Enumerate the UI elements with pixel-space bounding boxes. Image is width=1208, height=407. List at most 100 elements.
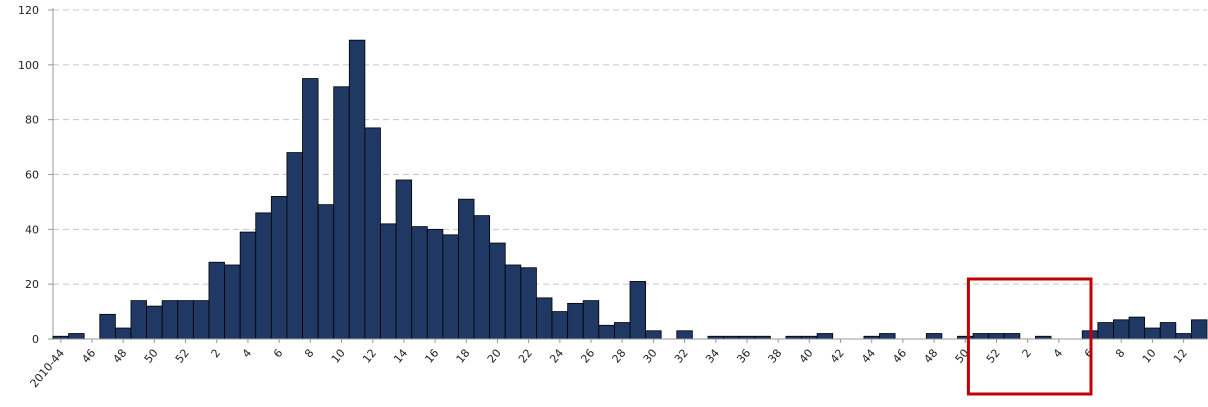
bar [551,311,569,340]
x-tick-label: 30 [641,347,660,366]
bar [988,333,1005,340]
x-tick-label: 6 [1082,347,1096,361]
x-tick-label: 2010-44 [28,347,68,391]
bar [380,223,397,340]
bar [1175,333,1192,340]
bar [629,281,646,340]
bar [114,327,132,340]
bar [536,297,553,340]
y-tick-label: 60 [25,169,39,182]
bar [816,333,834,340]
bar [458,198,475,340]
x-tick-label: 20 [485,347,504,366]
x-tick-label: 6 [271,347,285,361]
bar [68,333,85,340]
x-tick-label: 36 [734,347,753,366]
bar [1128,316,1146,340]
bar [598,324,615,340]
bar [1003,333,1021,340]
x-tick-label: 18 [454,347,473,366]
bar [1097,322,1114,340]
x-tick-label: 2 [209,347,223,361]
bar [1144,327,1161,340]
x-tick-label: 40 [797,347,816,366]
bar [1159,322,1177,340]
bar [317,204,335,340]
bar [879,333,896,340]
bar [333,86,350,340]
bar [582,300,600,340]
bar [972,333,990,340]
bar [161,300,179,340]
bar [395,179,413,340]
x-axis: 2010-44 46 48 50 52 2 4 6 8 10 12 14 16 18 20 22 24 26 28 3… [28,338,1207,391]
x-tick-label: 8 [1113,347,1127,361]
x-tick-label: 42 [828,347,847,366]
x-tick-label: 12 [360,347,379,366]
bar [348,39,366,340]
bar [567,302,584,340]
bar [676,330,693,340]
x-tick-label: 52 [173,347,192,366]
x-tick-label: 24 [547,347,566,366]
x-tick-label: 2 [1020,347,1034,361]
bar [426,228,444,340]
x-tick-label: 44 [859,347,878,366]
x-tick-label: 8 [302,347,316,361]
bar [1191,319,1208,340]
bar [645,330,662,340]
bar [146,305,163,340]
y-tick-label: 120 [18,4,39,17]
x-tick-label: 22 [516,347,535,366]
bar [270,196,288,340]
bar [442,234,459,340]
x-tick-label: 12 [1171,347,1190,366]
y-tick-label: 100 [18,59,39,72]
bar [1113,319,1130,340]
x-tick-label: 46 [79,347,98,366]
x-tick-label: 50 [142,347,161,366]
bar [255,212,272,340]
bar [130,300,147,340]
y-axis: 0 20 40 60 80 100 120 [18,4,54,346]
y-tick-label: 80 [25,114,39,127]
bar [364,127,381,340]
bar [489,242,506,340]
bar [286,152,303,340]
y-tick-label: 20 [25,278,39,291]
x-tick-label: 52 [984,347,1003,366]
bar [239,231,257,340]
x-tick-label: 28 [610,347,629,366]
x-tick-label: 4 [1051,347,1065,361]
bar [192,300,210,340]
x-tick-label: 4 [240,347,254,361]
x-tick-label: 48 [111,347,130,366]
x-tick-label: 38 [765,347,784,366]
bar [925,333,943,340]
bar [473,215,491,340]
bar [614,322,631,340]
x-tick-label: 10 [329,347,348,366]
bar [208,261,225,340]
bar [411,226,428,340]
x-tick-label: 34 [703,347,722,366]
x-tick-label: 46 [890,347,909,366]
x-tick-label: 32 [672,347,691,366]
x-tick-label: 26 [578,347,597,366]
x-tick-label: 48 [921,347,940,366]
bar [520,267,537,340]
bar [99,313,116,340]
gridlines [53,9,1207,285]
bars [52,39,1208,340]
highlight-box [966,277,1093,396]
x-tick-label: 16 [422,347,441,366]
bar [224,264,241,340]
bar [177,300,194,340]
x-tick-label: 10 [1140,347,1159,366]
x-tick-label: 14 [391,347,410,366]
bar [302,78,319,340]
y-tick-label: 40 [25,223,39,236]
y-tick-label: 0 [32,333,39,346]
bar [504,264,522,340]
